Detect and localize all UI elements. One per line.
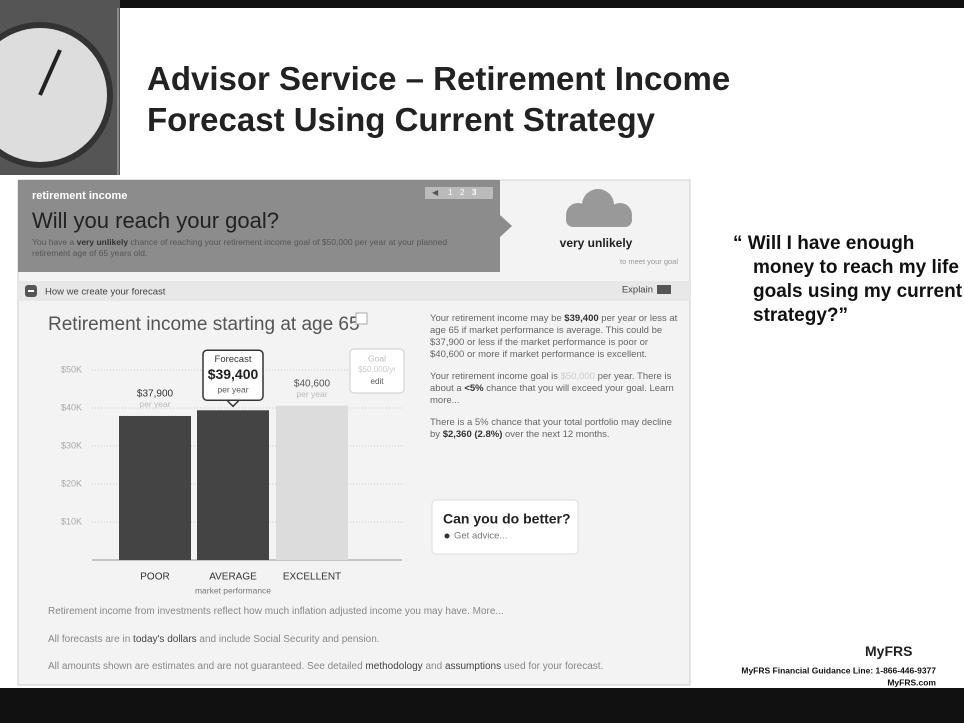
help-icon[interactable] (355, 312, 368, 325)
text: methodology (365, 661, 423, 672)
details: Your retirement income may be $39,400 pe… (430, 313, 678, 451)
goal-box (349, 348, 405, 394)
value-label: $40,600 (294, 378, 331, 389)
header-heading: Will you reach your goal? (32, 208, 279, 233)
text: today's dollars (133, 634, 197, 645)
header-panel (18, 180, 500, 272)
toggle-minus (28, 290, 34, 292)
logo-my: MyFRS (865, 643, 912, 659)
text: $50,000 (560, 371, 595, 382)
myfrs-logo: MyFRS (865, 643, 912, 659)
advice-title: Can you do better? (443, 511, 571, 527)
goal-value: $50,000/yr (358, 365, 396, 374)
pager (425, 187, 493, 199)
clock-hand (38, 49, 62, 96)
y-tick-label: $30K (61, 440, 82, 450)
y-tick-label: $10K (61, 516, 82, 526)
footer-phone: MyFRS Financial Guidance Line: 1-866-446… (741, 665, 936, 675)
value-note: per year (296, 389, 327, 399)
y-tick-label: $50K (61, 364, 82, 374)
bar (276, 405, 348, 560)
paragraph: There is a 5% chance that your total por… (430, 417, 678, 441)
text: Retirement income from investments refle… (48, 606, 504, 617)
clock-face (0, 22, 113, 168)
title-line: Forecast Using Current Strategy (147, 101, 655, 138)
text: All amounts shown are estimates and are … (48, 661, 366, 672)
header-summary: You have a very unlikely chance of reach… (32, 237, 452, 259)
bar (119, 415, 191, 560)
text: All forecasts are in (48, 634, 134, 645)
text: Your retirement income may be (430, 313, 565, 324)
text: You have a (32, 237, 77, 247)
value-note: per year (217, 385, 248, 395)
footer-site: MyFRS.com (887, 677, 936, 687)
note: All forecasts are in today's dollars and… (48, 634, 380, 645)
text: chance of reaching your retirement incom… (32, 237, 448, 258)
text: $2,360 (2.8%) (442, 429, 503, 440)
cloud-icon (566, 189, 632, 227)
x-axis-label: market performance (195, 585, 271, 595)
paragraph: Your retirement income may be $39,400 pe… (430, 313, 678, 361)
text: and include Social Security and pension. (196, 634, 380, 645)
top-band (0, 0, 964, 8)
pager-prev[interactable]: ◀ (432, 188, 439, 197)
status-note: to meet your goal (620, 257, 678, 266)
slide-title: Advisor Service – Retirement Income Fore… (147, 58, 730, 140)
text: used for your forecast. (501, 661, 604, 672)
header-label: retirement income (32, 190, 127, 202)
x-tick-label: EXCELLENT (283, 572, 341, 583)
text: $39,400 (564, 313, 599, 324)
status: very unlikely (560, 236, 633, 250)
y-tick-label: $20K (61, 478, 82, 488)
goal-edit[interactable]: edit (371, 377, 385, 386)
note: All amounts shown are estimates and are … (48, 661, 603, 672)
x-tick-label: POOR (140, 572, 169, 583)
pager-item[interactable]: 2 (460, 188, 465, 197)
pager-item[interactable]: 3 (472, 188, 477, 197)
text: and (422, 661, 445, 672)
chart-title: Retirement income starting at age 65 (48, 314, 360, 335)
text: Your retirement income goal is (430, 371, 561, 382)
advice-bullet (444, 533, 450, 539)
goal-label: Goal (368, 353, 386, 363)
text: per year or less at age 65 if market per… (430, 313, 678, 360)
bottom-band (0, 688, 964, 723)
text: chance that you will exceed your goal. L… (430, 383, 674, 406)
text: <5% (464, 383, 484, 394)
section-toggle[interactable]: How we create your forecast (45, 287, 166, 298)
text: There is a 5% chance that your total por… (430, 417, 672, 440)
explain-icon[interactable] (657, 285, 671, 294)
quote: “ Will I have enough money to reach my l… (733, 233, 963, 326)
value-label: $37,900 (137, 389, 174, 400)
text: per year. There is about a (430, 371, 672, 394)
note: Retirement income from investments refle… (48, 606, 504, 617)
advice-link[interactable]: Get advice... (454, 531, 507, 542)
text: over the next 12 months. (502, 429, 610, 440)
explain-link[interactable]: Explain (622, 285, 653, 296)
value-label: $39,400 (208, 366, 259, 382)
section-bar (18, 281, 690, 301)
paragraph: Your retirement income goal is $50,000 p… (430, 371, 678, 407)
text: assumptions (444, 661, 502, 672)
y-tick-label: $40K (61, 402, 82, 412)
bar (197, 410, 269, 560)
advice-box (431, 499, 579, 555)
value-note: per year (139, 399, 170, 409)
header-arrow (500, 215, 512, 237)
pager-item[interactable]: 1 (448, 188, 453, 197)
callout-label: Forecast (215, 354, 252, 365)
x-tick-label: AVERAGE (209, 572, 257, 583)
callout-pointer (225, 399, 241, 408)
title-line: Advisor Service – Retirement Income (147, 60, 731, 97)
text: very unlikely (76, 237, 129, 247)
